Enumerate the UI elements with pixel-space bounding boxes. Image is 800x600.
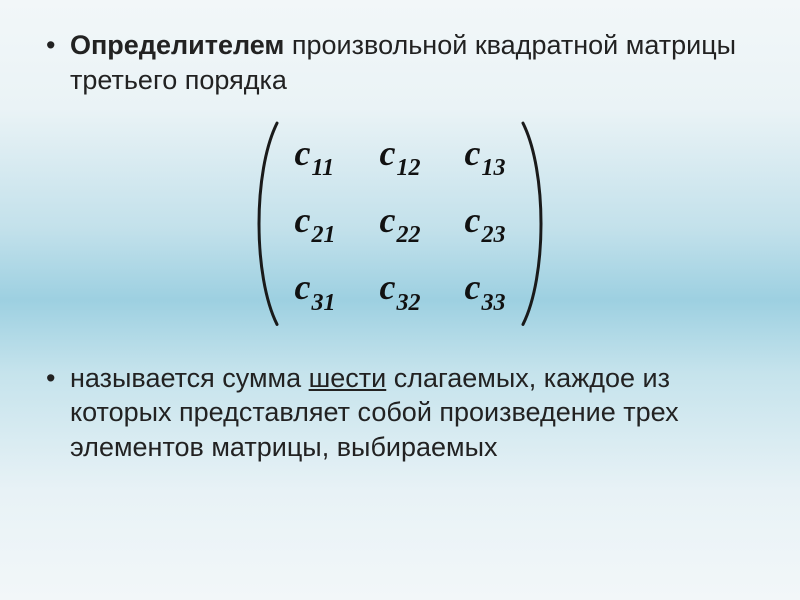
matrix-sub: 23 (481, 222, 505, 248)
bullet2-pre: называется сумма (70, 363, 309, 393)
matrix-cell: c12 (380, 135, 421, 178)
left-paren-icon (243, 119, 283, 329)
matrix-var: c (380, 133, 396, 173)
matrix-var: c (295, 133, 311, 173)
matrix-cell: c22 (380, 202, 421, 245)
matrix-cell: c13 (464, 135, 505, 178)
matrix-var: c (380, 267, 396, 307)
matrix-sub: 21 (312, 222, 336, 248)
right-paren-icon (517, 119, 557, 329)
matrix-var: c (464, 133, 480, 173)
matrix-sub: 13 (481, 155, 505, 181)
matrix-var: c (464, 267, 480, 307)
matrix-cell: c21 (295, 202, 336, 245)
bullet2-underlined: шести (309, 363, 387, 393)
matrix-sub: 12 (396, 155, 420, 181)
matrix-sub: 22 (396, 222, 420, 248)
matrix-grid: c11 c12 c13 c21 c22 c23 c31 c32 c33 (283, 119, 518, 329)
matrix: c11 c12 c13 c21 c22 c23 c31 c32 c33 (243, 119, 558, 329)
bullet-list: Определителем произвольной квадратной ма… (44, 28, 756, 97)
matrix-cell: c31 (295, 269, 336, 312)
matrix-cell: c33 (464, 269, 505, 312)
matrix-sub: 33 (481, 290, 505, 316)
matrix-cell: c23 (464, 202, 505, 245)
matrix-var: c (295, 200, 311, 240)
bullet1-lead: Определителем (70, 30, 284, 60)
matrix-sub: 31 (312, 290, 336, 316)
matrix-var: c (295, 267, 311, 307)
bullet-list-2: называется сумма шести слагаемых, каждое… (44, 361, 756, 465)
bullet-item-2: называется сумма шести слагаемых, каждое… (44, 361, 756, 465)
matrix-cell: c32 (380, 269, 421, 312)
matrix-cell: c11 (295, 135, 336, 178)
matrix-sub: 32 (396, 290, 420, 316)
matrix-var: c (464, 200, 480, 240)
bullet-item-1: Определителем произвольной квадратной ма… (44, 28, 756, 97)
matrix-container: c11 c12 c13 c21 c22 c23 c31 c32 c33 (44, 119, 756, 329)
matrix-sub: 11 (312, 155, 335, 181)
matrix-var: c (380, 200, 396, 240)
slide-content: Определителем произвольной квадратной ма… (44, 28, 756, 464)
